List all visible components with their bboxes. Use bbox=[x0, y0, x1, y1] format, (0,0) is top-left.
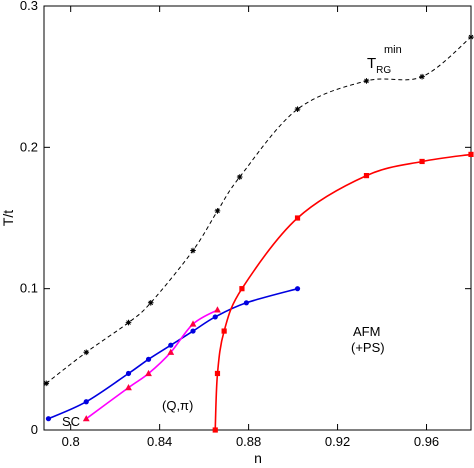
series-lines bbox=[45, 36, 472, 431]
trg-annotation-sup: min bbox=[384, 44, 402, 56]
data-point-sc bbox=[45, 416, 52, 422]
data-point-sc bbox=[145, 356, 152, 362]
data-point-trg bbox=[43, 380, 50, 387]
trg-annotation-main: T bbox=[367, 55, 376, 72]
data-point-sc bbox=[190, 328, 196, 334]
data-point-trg bbox=[190, 247, 196, 254]
data-point-afm bbox=[212, 427, 218, 433]
y-axis-title: T/t bbox=[0, 210, 16, 226]
x-tick-label: 0.88 bbox=[236, 434, 261, 449]
data-point-qpi bbox=[145, 369, 152, 377]
data-point-afm bbox=[239, 286, 245, 292]
data-point-sc bbox=[243, 300, 249, 306]
data-point-trg bbox=[83, 349, 90, 356]
x-tick-label: 0.92 bbox=[325, 434, 350, 449]
afm-annotation-line2: (+PS) bbox=[351, 340, 385, 355]
data-point-qpi bbox=[189, 320, 197, 327]
data-point-sc bbox=[294, 286, 301, 292]
data-point-sc bbox=[212, 314, 218, 320]
data-point-trg bbox=[294, 106, 301, 112]
data-point-afm bbox=[419, 158, 425, 165]
x-tick-label: 0.84 bbox=[147, 434, 172, 449]
data-point-sc bbox=[168, 342, 174, 348]
data-point-sc bbox=[125, 370, 132, 377]
x-axis-title: n bbox=[254, 450, 262, 466]
series-line-qpi bbox=[85, 309, 218, 420]
sc-annotation: SC bbox=[62, 414, 80, 429]
axis-ticks: 0.8 0.84 0.88 0.92 0.96 0 0.1 0.2 0.3 bbox=[20, 0, 471, 449]
y-tick-label: 0.1 bbox=[20, 281, 38, 296]
qpi-annotation: (Q,π) bbox=[162, 398, 193, 413]
y-tick-label: 0.2 bbox=[20, 139, 38, 154]
trg-annotation: TRG bbox=[367, 55, 391, 76]
y-tick-label: 0 bbox=[31, 422, 38, 437]
data-point-afm bbox=[221, 328, 227, 334]
data-point-trg bbox=[419, 73, 425, 80]
afm-annotation-line1: AFM bbox=[353, 324, 380, 339]
y-tick-label: 0.3 bbox=[20, 0, 38, 13]
data-point-afm bbox=[294, 215, 301, 221]
data-point-trg bbox=[236, 174, 243, 180]
plot-frame bbox=[43, 5, 472, 431]
series-markers bbox=[43, 34, 474, 433]
data-point-qpi bbox=[125, 384, 132, 391]
data-point-sc bbox=[83, 399, 89, 405]
data-point-trg bbox=[468, 34, 474, 40]
x-tick-label: 0.8 bbox=[62, 434, 80, 449]
series-line-afm bbox=[214, 153, 472, 431]
data-point-trg bbox=[125, 319, 132, 326]
data-point-trg bbox=[147, 300, 154, 306]
data-point-qpi bbox=[167, 348, 175, 355]
data-point-afm bbox=[468, 151, 474, 157]
data-point-afm bbox=[214, 370, 221, 377]
data-point-trg bbox=[363, 78, 370, 84]
data-point-qpi bbox=[214, 306, 221, 313]
series-line-trg bbox=[45, 36, 472, 384]
data-point-trg bbox=[214, 208, 221, 214]
x-tick-label: 0.96 bbox=[414, 434, 439, 449]
data-point-qpi bbox=[82, 415, 90, 422]
data-point-afm bbox=[363, 173, 370, 179]
trg-annotation-sub: RG bbox=[376, 65, 391, 76]
